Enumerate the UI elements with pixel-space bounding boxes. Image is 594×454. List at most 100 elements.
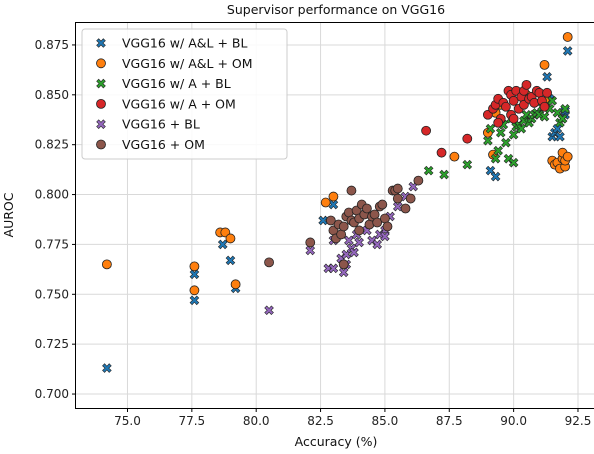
y-axis-title: AUROC [1,192,16,237]
data-point [521,79,532,90]
x-tick-label: 85.0 [372,414,399,428]
data-point [189,285,200,296]
data-point [305,237,316,248]
data-point [508,95,519,106]
series-group [423,95,570,180]
data-point [328,191,339,202]
legend-marker [96,78,106,89]
data-point [320,197,331,208]
data-point [560,103,570,114]
data-point [542,72,552,82]
y-tick-label: 0.750 [35,287,69,301]
legend-marker [96,119,106,130]
legend-marker [96,58,106,69]
legend-label: VGG16 w/ A&L + BL [122,36,247,51]
data-point [102,363,112,373]
data-point [516,123,527,134]
data-point [490,153,501,164]
data-point [344,235,354,246]
y-tick-label: 0.700 [35,387,69,401]
data-point [508,129,519,140]
data-point [539,111,550,122]
data-point [539,101,550,112]
data-point [377,199,388,210]
data-point [508,113,519,124]
data-point [400,203,411,214]
data-point [354,237,364,248]
x-tick-label: 75.0 [114,414,141,428]
series-group [102,46,573,373]
data-point [562,151,573,162]
data-point [449,151,460,162]
data-points [101,32,573,373]
data-point [485,123,496,134]
legend-marker [96,99,106,109]
data-point [421,125,431,136]
data-point [361,203,372,214]
legend-box [81,28,288,160]
data-point [328,263,339,274]
data-point [508,157,519,168]
data-point [557,113,568,124]
data-point [490,171,501,182]
data-point [346,185,357,196]
data-point [349,247,359,258]
y-tick-label: 0.825 [35,138,69,152]
data-point [217,239,228,250]
data-point [338,221,349,232]
data-point [264,257,274,268]
series-group [264,175,424,270]
legend-label: VGG16 w/ A + BL [122,76,231,91]
data-point [501,137,511,148]
data-point [483,135,493,146]
series-group [421,79,552,158]
data-point [328,199,339,210]
data-point [392,183,403,194]
data-point [562,46,573,56]
x-axis-ticks: 75.0 77.5 80.0 82.5 85.0 87.5 90.0 92.5 [114,408,591,428]
data-point [305,245,316,256]
data-point [493,117,504,128]
y-axis-ticks: 0.700 0.725 0.750 0.775 0.800 0.825 0.850 0.875 [35,38,76,401]
x-axis-title: Accuracy (%) [295,434,378,449]
x-tick-label: 92.5 [565,414,592,428]
data-point [354,225,365,236]
data-point [462,133,473,144]
data-point [436,147,447,158]
data-point [493,145,503,156]
data-point [413,175,424,186]
legend-marker [96,139,106,150]
x-tick-label: 80.0 [243,414,270,428]
data-point [372,239,382,250]
x-tick-label: 82.5 [307,414,334,428]
data-point [372,217,383,228]
data-point [380,231,390,242]
legend-label: VGG16 + OM [122,137,205,152]
data-point [542,87,552,98]
data-point [462,159,473,170]
data-point [547,95,558,106]
data-point [501,101,511,112]
plot-frame [75,22,594,409]
legend-marker [96,38,106,48]
data-point [225,233,236,244]
x-tick-label: 90.0 [500,414,527,428]
legend-label: VGG16 w/ A&L + OM [122,56,253,71]
data-point [392,193,403,204]
y-tick-label: 0.775 [35,237,69,251]
data-point [495,127,506,138]
y-tick-label: 0.800 [35,188,69,202]
data-point [439,169,449,180]
data-point [382,221,393,232]
y-tick-label: 0.725 [35,337,69,351]
data-point [189,261,200,272]
data-point [338,267,349,278]
data-point [562,32,573,42]
data-point [101,259,112,270]
data-point [555,131,565,142]
x-tick-label: 87.5 [436,414,463,428]
data-point [230,279,241,290]
legend-label: VGG16 w/ A + OM [122,96,236,111]
chart-title: Supervisor performance on VGG16 [227,2,445,17]
